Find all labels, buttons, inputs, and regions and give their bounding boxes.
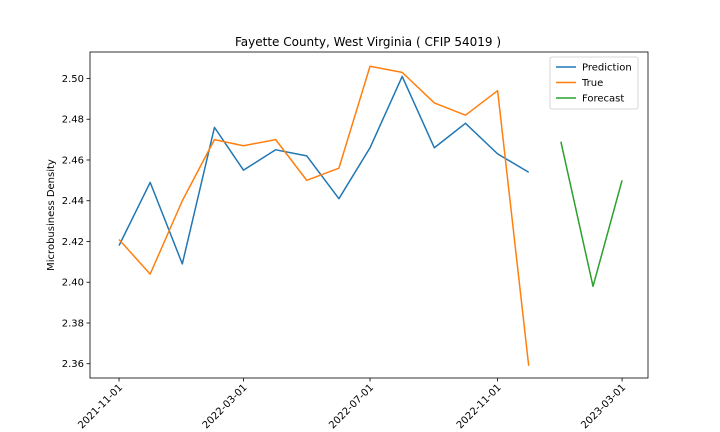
y-tick-label: 2.44 bbox=[62, 196, 84, 207]
series-group bbox=[118, 65, 623, 366]
legend: Prediction True Forecast bbox=[549, 56, 639, 110]
x-tick-label: 2022-03-01 bbox=[201, 382, 250, 431]
y-tick-label: 2.38 bbox=[62, 318, 84, 329]
y-tick-label: 2.36 bbox=[62, 359, 84, 370]
legend-label-true: True bbox=[581, 78, 603, 89]
chart-title: Fayette County, West Virginia ( CFIP 540… bbox=[235, 35, 501, 49]
legend-label-forecast: Forecast bbox=[582, 94, 624, 105]
legend-box bbox=[549, 56, 639, 110]
y-tick-label: 2.48 bbox=[62, 115, 84, 126]
y-tick-label: 2.50 bbox=[62, 74, 84, 85]
y-tick-label: 2.42 bbox=[62, 237, 84, 248]
y-axis-label: Microbusiness Density bbox=[46, 159, 57, 271]
series-line-prediction bbox=[118, 75, 530, 265]
y-tick-label: 2.40 bbox=[62, 278, 84, 289]
x-tick-label: 2022-07-01 bbox=[327, 382, 376, 431]
x-tick-label: 2022-11-01 bbox=[455, 382, 504, 431]
x-tick-label: 2021-11-01 bbox=[76, 382, 125, 431]
x-tick-label: 2023-03-01 bbox=[579, 382, 628, 431]
y-tick-label: 2.46 bbox=[62, 155, 84, 166]
legend-label-prediction: Prediction bbox=[582, 63, 632, 74]
axes-frame bbox=[89, 51, 649, 379]
series-line-true bbox=[118, 65, 530, 366]
series-line-forecast bbox=[560, 141, 623, 288]
